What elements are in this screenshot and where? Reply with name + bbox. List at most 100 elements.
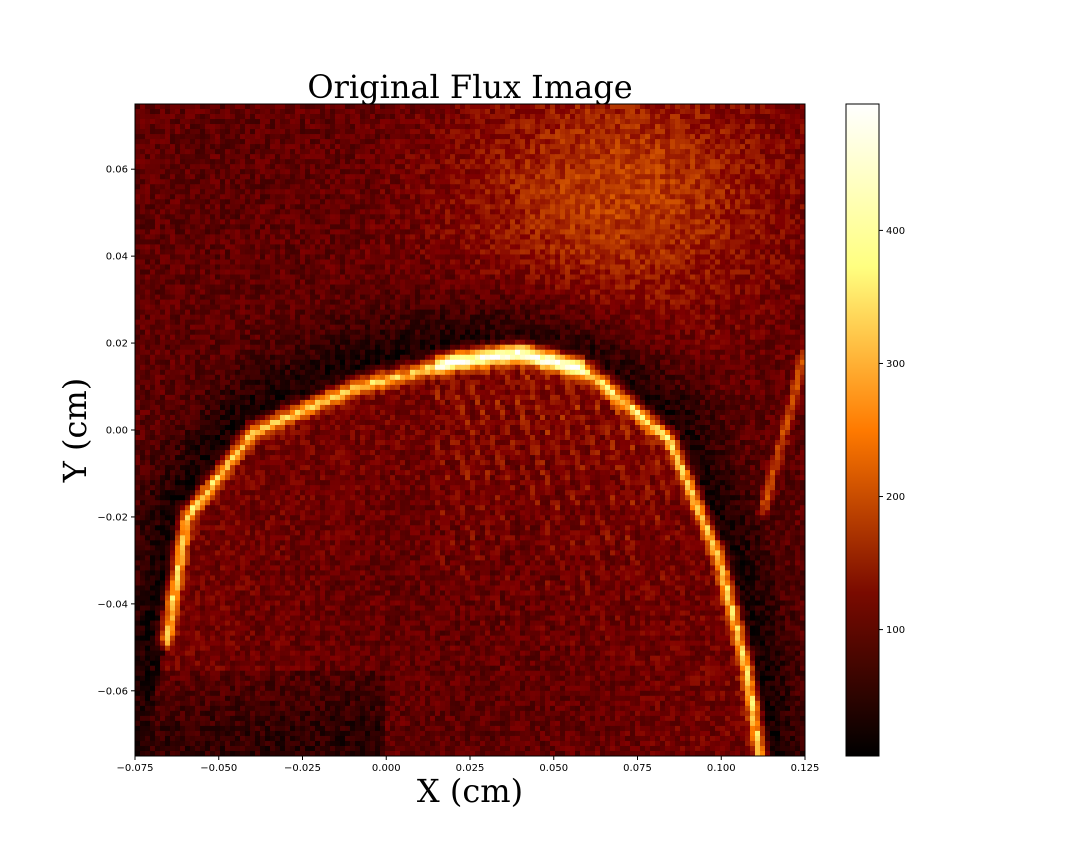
heatmap-cell — [525, 169, 531, 175]
heatmap-cell — [195, 194, 201, 200]
heatmap-cell — [510, 224, 516, 230]
heatmap-cell — [250, 239, 256, 245]
heatmap-cell — [295, 154, 301, 160]
heatmap-cell — [765, 219, 771, 225]
heatmap-cell — [165, 144, 171, 150]
heatmap-cell — [325, 119, 331, 125]
heatmap-cell — [655, 129, 661, 135]
heatmap-cell — [715, 224, 721, 230]
heatmap-cell — [780, 144, 786, 150]
heatmap-cell — [420, 124, 426, 130]
heatmap-cell — [390, 264, 396, 270]
heatmap-cell — [715, 134, 721, 140]
heatmap-cell — [655, 159, 661, 165]
heatmap-cell — [420, 285, 426, 291]
heatmap-cell — [270, 285, 276, 291]
heatmap-cell — [180, 159, 186, 165]
heatmap-cell — [255, 129, 261, 135]
heatmap-cell — [550, 204, 556, 210]
heatmap-cell — [455, 179, 461, 185]
heatmap-cell — [490, 224, 496, 230]
heatmap-cell — [180, 184, 186, 190]
heatmap-cell — [370, 104, 376, 110]
heatmap-cell — [200, 179, 206, 185]
heatmap-cell — [525, 239, 531, 245]
heatmap-cell — [240, 280, 246, 286]
heatmap-cell — [175, 164, 181, 170]
heatmap-cell — [790, 280, 796, 286]
heatmap-cell — [245, 285, 251, 291]
heatmap-cell — [545, 149, 551, 155]
heatmap-cell — [350, 184, 356, 190]
heatmap-cell — [150, 270, 156, 276]
heatmap-cell — [160, 229, 166, 235]
heatmap-cell — [580, 194, 586, 200]
heatmap-cell — [550, 234, 556, 240]
heatmap-cell — [525, 224, 531, 230]
heatmap-cell — [350, 199, 356, 205]
heatmap-cell — [630, 270, 636, 276]
heatmap-cell — [445, 199, 451, 205]
heatmap-cell — [370, 149, 376, 155]
heatmap-cell — [480, 104, 486, 110]
heatmap-cell — [200, 159, 206, 165]
heatmap-cell — [505, 270, 511, 276]
heatmap-cell — [145, 144, 151, 150]
heatmap-cell — [265, 285, 271, 291]
heatmap-cell — [280, 275, 286, 281]
heatmap-cell — [295, 134, 301, 140]
heatmap-cell — [620, 224, 626, 230]
heatmap-cell — [275, 239, 281, 245]
heatmap-cell — [370, 139, 376, 145]
heatmap-cell — [340, 179, 346, 185]
heatmap-cell — [135, 224, 141, 230]
heatmap-cell — [725, 214, 731, 220]
heatmap-cell — [305, 264, 311, 270]
heatmap-cell — [190, 290, 196, 296]
heatmap-cell — [360, 189, 366, 195]
heatmap-cell — [220, 199, 226, 205]
heatmap-cell — [380, 224, 386, 230]
heatmap-cell — [440, 144, 446, 150]
heatmap-cell — [715, 129, 721, 135]
heatmap-cell — [210, 219, 216, 225]
heatmap-cell — [345, 229, 351, 235]
heatmap-cell — [705, 209, 711, 215]
heatmap-cell — [770, 119, 776, 125]
heatmap-cell — [220, 169, 226, 175]
heatmap-cell — [655, 139, 661, 145]
heatmap-cell — [505, 285, 511, 291]
heatmap-cell — [180, 109, 186, 115]
heatmap-cell — [200, 254, 206, 260]
heatmap-cell — [150, 174, 156, 180]
heatmap-cell — [280, 194, 286, 200]
heatmap-cell — [170, 229, 176, 235]
heatmap-cell — [415, 239, 421, 245]
heatmap-cell — [315, 189, 321, 195]
heatmap-cell — [420, 114, 426, 120]
heatmap-cell — [475, 149, 481, 155]
heatmap-cell — [575, 229, 581, 235]
heatmap-cell — [425, 285, 431, 291]
heatmap-cell — [720, 174, 726, 180]
heatmap-cell — [315, 224, 321, 230]
heatmap-cell — [415, 194, 421, 200]
heatmap-cell — [705, 224, 711, 230]
heatmap-cell — [665, 109, 671, 115]
heatmap-cell — [650, 194, 656, 200]
heatmap-cell — [790, 159, 796, 165]
heatmap-cell — [600, 280, 606, 286]
heatmap-cell — [465, 270, 471, 276]
heatmap-cell — [235, 239, 241, 245]
heatmap-cell — [510, 219, 516, 225]
heatmap-cell — [175, 149, 181, 155]
heatmap-cell — [570, 280, 576, 286]
heatmap-cell — [710, 199, 716, 205]
heatmap-cell — [445, 154, 451, 160]
heatmap-cell — [790, 244, 796, 250]
heatmap-cell — [245, 254, 251, 260]
heatmap-cell — [410, 159, 416, 165]
heatmap-cell — [190, 244, 196, 250]
heatmap-cell — [545, 285, 551, 291]
heatmap-cell — [465, 219, 471, 225]
